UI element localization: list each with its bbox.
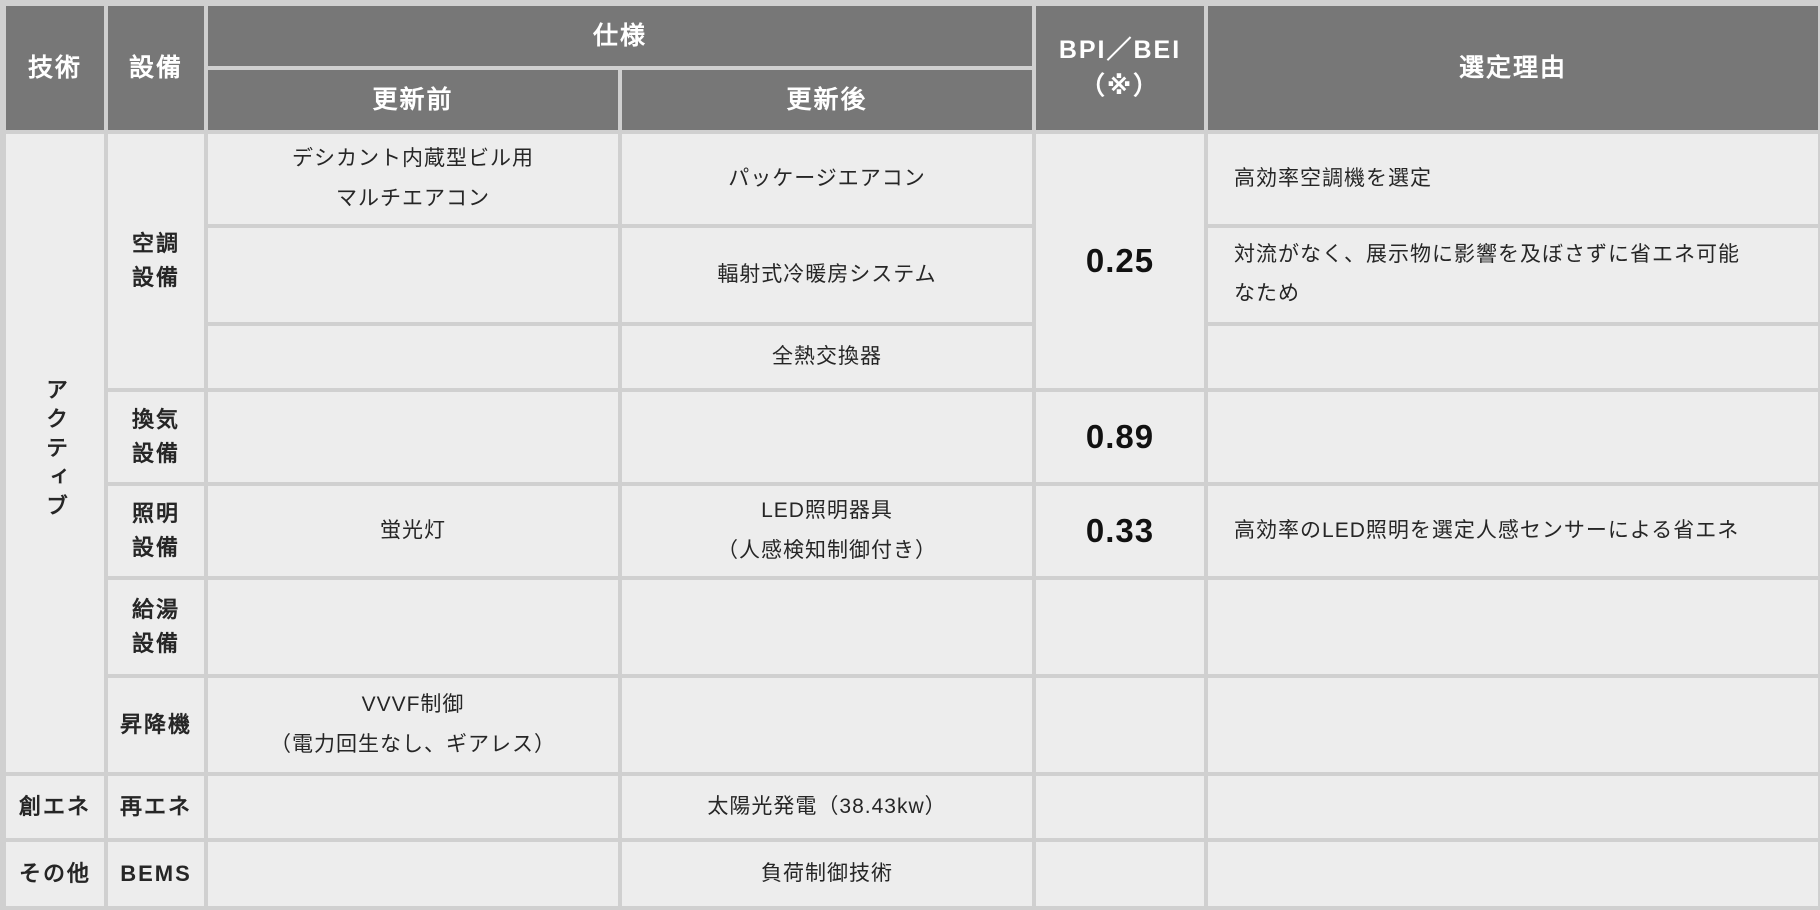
header-bpi-bei: BPI／BEI （※） xyxy=(1036,6,1205,130)
spec-before-bems xyxy=(208,842,618,906)
spec-after-hot-water xyxy=(622,580,1033,674)
spec-after-load-control: 負荷制御技術 xyxy=(622,842,1033,906)
equipment-lighting: 照明 設備 xyxy=(108,486,204,576)
bpi-value-ventilation: 0.89 xyxy=(1036,392,1205,482)
header-tech: 技術 xyxy=(6,6,104,130)
spec-after-radiant: 輻射式冷暖房システム xyxy=(622,228,1033,322)
equipment-hot-water: 給湯 設備 xyxy=(108,580,204,674)
reason-hot-water xyxy=(1208,580,1819,674)
header-equipment: 設備 xyxy=(108,6,204,130)
spec-after-ventilation xyxy=(622,392,1033,482)
table-row: アクティブ 空調 設備 デシカント内蔵型ビル用 マルチエアコン パッケージエアコ… xyxy=(6,134,1819,772)
table-row: 全熱交換器 xyxy=(6,326,1819,388)
table-row: 照明 設備 蛍光灯 LED照明器具 （人感検知制御付き） 0.33 高効率のLE… xyxy=(6,486,1819,576)
spec-before-solar xyxy=(208,776,618,838)
equipment-ventilation: 換気 設備 xyxy=(108,392,204,482)
spec-before-ventilation xyxy=(208,392,618,482)
reason-radiant: 対流がなく、展示物に影響を及ぼさずに省エネ可能 なため xyxy=(1208,228,1819,322)
table-row: その他 BEMS 負荷制御技術 xyxy=(6,842,1819,906)
bpi-value-elevator xyxy=(1036,678,1205,772)
spec-before-heat-exchanger xyxy=(208,326,618,388)
reason-aircon: 高効率空調機を選定 xyxy=(1208,134,1819,224)
header-before: 更新前 xyxy=(208,70,618,130)
bpi-value-renewable xyxy=(1036,776,1205,838)
reason-elevator xyxy=(1208,678,1819,772)
equipment-aircon: 空調 設備 xyxy=(108,134,204,388)
reason-bems xyxy=(1208,842,1819,906)
equipment-renewable: 再エネ xyxy=(108,776,204,838)
table-row: 昇降機 VVVF制御 （電力回生なし、ギアレス） xyxy=(6,678,1819,772)
spec-after-package-ac: パッケージエアコン xyxy=(622,134,1033,224)
spec-before-radiant xyxy=(208,228,618,322)
spec-after-heat-exchanger: 全熱交換器 xyxy=(622,326,1033,388)
table-row: 換気 設備 0.89 xyxy=(6,392,1819,482)
bpi-value-bems xyxy=(1036,842,1205,906)
header-after: 更新後 xyxy=(622,70,1033,130)
spec-before-elevator: VVVF制御 （電力回生なし、ギアレス） xyxy=(208,678,618,772)
spec-after-solar: 太陽光発電（38.43kw） xyxy=(622,776,1033,838)
table-row: 輻射式冷暖房システム 対流がなく、展示物に影響を及ぼさずに省エネ可能 なため xyxy=(6,228,1819,322)
reason-heat-exchanger xyxy=(1208,326,1819,388)
bpi-value-aircon: 0.25 xyxy=(1036,134,1205,388)
reason-ventilation xyxy=(1208,392,1819,482)
bpi-value-lighting: 0.33 xyxy=(1036,486,1205,576)
table-row: 創エネ 再エネ 太陽光発電（38.43kw） xyxy=(6,776,1819,838)
spec-before-hot-water xyxy=(208,580,618,674)
tech-group-other: その他 xyxy=(6,842,104,906)
equipment-elevator: 昇降機 xyxy=(108,678,204,772)
header-spec: 仕様 xyxy=(208,6,1033,66)
equipment-bems: BEMS xyxy=(108,842,204,906)
reason-renewable xyxy=(1208,776,1819,838)
tech-group-energy-creation: 創エネ xyxy=(6,776,104,838)
spec-after-lighting: LED照明器具 （人感検知制御付き） xyxy=(622,486,1033,576)
header-reason: 選定理由 xyxy=(1208,6,1819,130)
spec-after-elevator xyxy=(622,678,1033,772)
table-row: 給湯 設備 xyxy=(6,580,1819,674)
spec-before-aircon: デシカント内蔵型ビル用 マルチエアコン xyxy=(208,134,618,224)
bpi-value-hot-water xyxy=(1036,580,1205,674)
spec-before-lighting: 蛍光灯 xyxy=(208,486,618,576)
reason-lighting: 高効率のLED照明を選定人感センサーによる省エネ xyxy=(1208,486,1819,576)
tech-group-active: アクティブ xyxy=(6,134,104,772)
